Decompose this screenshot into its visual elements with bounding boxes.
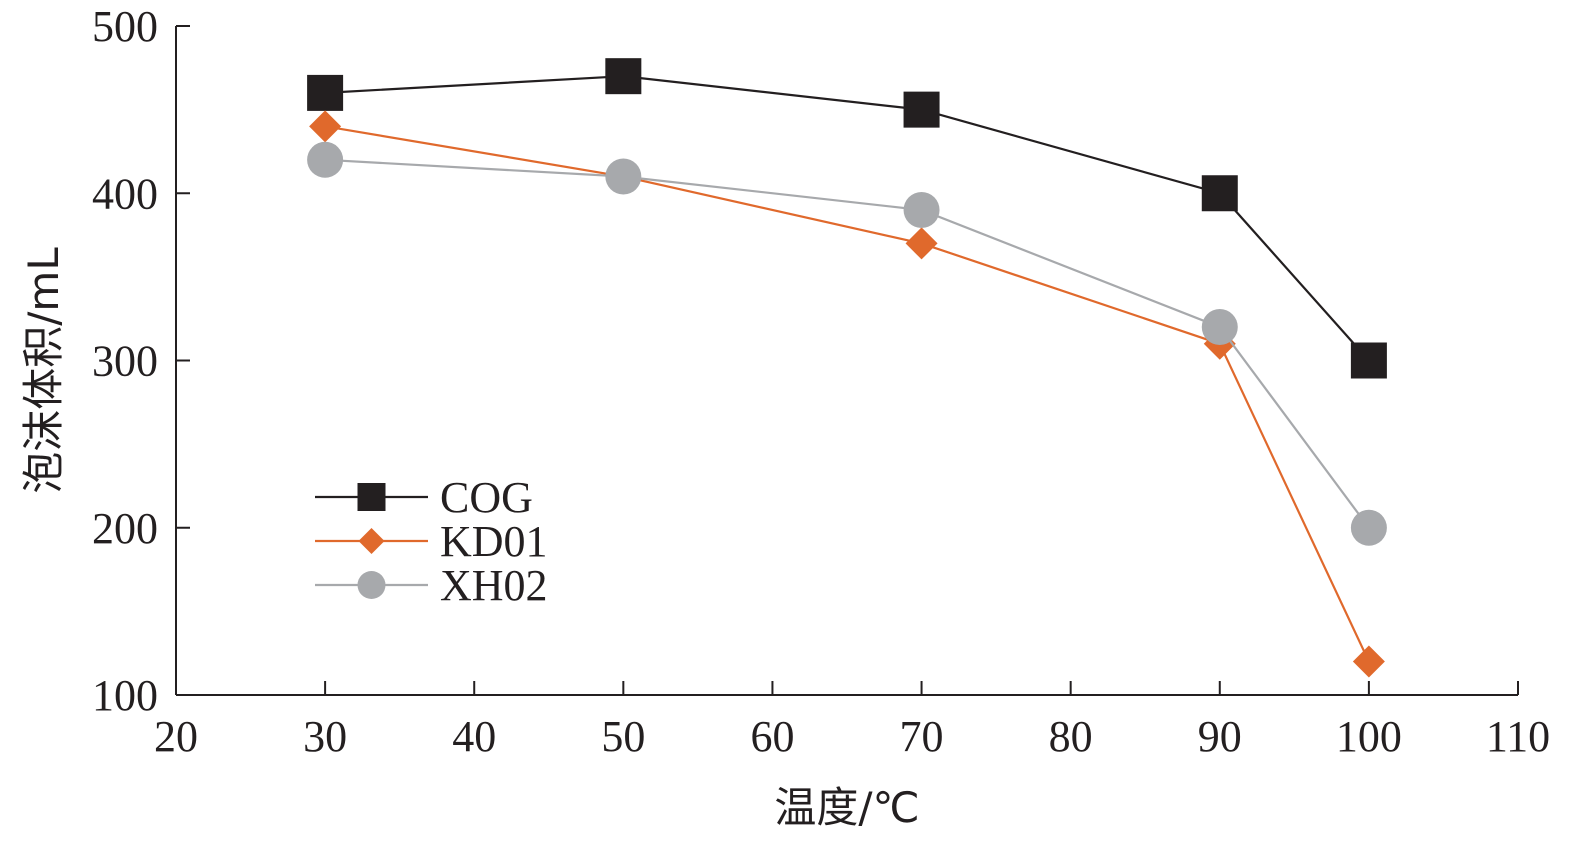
data-point-cog (307, 74, 344, 111)
x-tick-label: 90 (1198, 712, 1242, 761)
series-cog (307, 58, 1387, 379)
data-point-xh02 (307, 141, 344, 178)
series-group (307, 58, 1387, 678)
legend-item-kd01: KD01 (315, 517, 548, 566)
y-tick-label: 200 (92, 504, 158, 553)
data-point-xh02 (1350, 509, 1387, 546)
legend-item-xh02: XH02 (315, 561, 548, 610)
y-axis-title: 泡沫体积/mL (19, 247, 68, 494)
legend-label-cog: COG (440, 473, 533, 522)
y-tick-label: 400 (92, 169, 158, 218)
x-tick-label: 40 (452, 712, 496, 761)
x-tick-label: 110 (1486, 712, 1550, 761)
legend-marker-kd01 (358, 528, 385, 554)
x-tick-label: 60 (750, 712, 794, 761)
series-xh02 (307, 141, 1387, 546)
data-point-kd01 (309, 110, 342, 143)
data-point-xh02 (903, 191, 940, 228)
legend-marker-cog (357, 483, 386, 511)
x-tick-label: 100 (1336, 712, 1402, 761)
y-tick-label: 300 (92, 337, 158, 386)
data-point-kd01 (905, 227, 938, 260)
x-tick-label: 50 (601, 712, 645, 761)
legend-label-kd01: KD01 (440, 517, 548, 566)
y-tick-label: 500 (92, 2, 158, 51)
data-point-cog (1350, 342, 1387, 379)
legend-marker-xh02 (357, 571, 386, 599)
x-tick-label: 70 (900, 712, 944, 761)
data-point-xh02 (605, 158, 642, 195)
tick-group: 100 200 300 400 500 20 30 40 50 60 70 80 90 100 110 (92, 2, 1550, 761)
legend-label-xh02: XH02 (440, 561, 548, 610)
x-axis-title: 温度/℃ (774, 783, 919, 832)
data-point-cog (605, 58, 642, 95)
legend-item-cog: COG (315, 473, 533, 522)
x-tick-label: 20 (154, 712, 198, 761)
data-point-cog (903, 91, 940, 128)
data-point-kd01 (1352, 645, 1385, 678)
x-tick-label: 30 (303, 712, 347, 761)
data-point-xh02 (1201, 309, 1238, 346)
x-tick-label: 80 (1049, 712, 1093, 761)
y-tick-label: 100 (92, 671, 158, 720)
data-point-cog (1201, 175, 1238, 212)
